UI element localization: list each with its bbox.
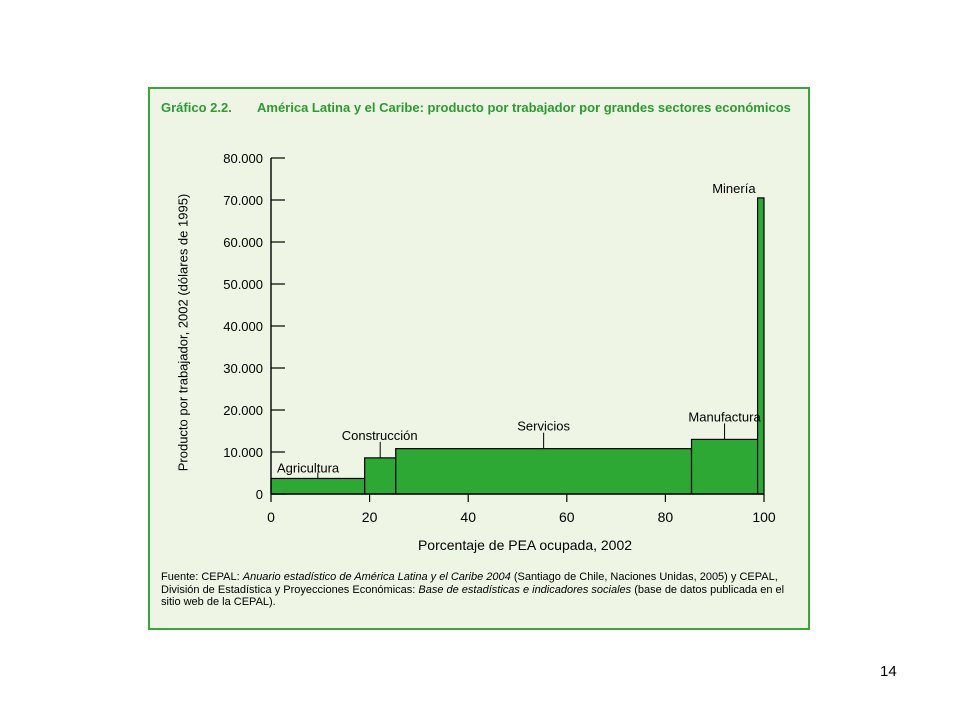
y-tick-label-3: 30.000 bbox=[223, 361, 263, 376]
bar-1 bbox=[364, 457, 397, 495]
source-text-1: Fuente: CEPAL: bbox=[161, 571, 243, 583]
source-publication-2: Base de estadísticas e indicadores socia… bbox=[418, 583, 632, 596]
y-tick-label-2: 20.000 bbox=[223, 403, 263, 418]
source-text-3: (base de datos publicada en el sitio web… bbox=[161, 583, 785, 609]
bar-4 bbox=[756, 197, 765, 495]
y-tick-label-7: 70.000 bbox=[223, 193, 263, 208]
sector-label-2: Servicios bbox=[517, 419, 570, 434]
x-axis-label: Porcentaje de PEA ocupada, 2002 bbox=[417, 537, 633, 553]
y-tick-label-4: 40.000 bbox=[223, 319, 263, 334]
bar-2 bbox=[395, 448, 693, 495]
y-tick-label-5: 50.000 bbox=[223, 277, 263, 292]
x-tick-label-1: 20 bbox=[362, 509, 378, 525]
bar-3 bbox=[690, 438, 759, 495]
sector-label-3: Manufactura bbox=[688, 409, 761, 424]
y-tick-label-8: 80.000 bbox=[223, 151, 263, 166]
x-tick-label-0: 0 bbox=[267, 509, 275, 525]
figure-number: Gráfico 2.2. bbox=[161, 100, 232, 115]
x-tick-label-2: 40 bbox=[460, 509, 476, 525]
source-text-2: (Santiago de Chile, Naciones Unidas, 200… bbox=[161, 571, 778, 596]
source-publication-1: Anuario estadístico de América Latina y … bbox=[242, 571, 511, 583]
source-note: Fuente: CEPAL: Anuario estadístico de Am… bbox=[161, 571, 801, 609]
sector-label-0: Agricultura bbox=[277, 460, 340, 475]
bar-0 bbox=[270, 477, 366, 495]
figure-title: América Latina y el Caribe: producto por… bbox=[257, 100, 791, 115]
x-tick-label-4: 80 bbox=[658, 509, 674, 525]
x-tick-label-3: 60 bbox=[559, 509, 575, 525]
figure-frame bbox=[148, 87, 810, 630]
x-tick-label-5: 100 bbox=[752, 509, 776, 525]
y-tick-label-0: 0 bbox=[256, 487, 263, 502]
sector-label-1: Construcción bbox=[342, 428, 418, 443]
y-tick-label-6: 60.000 bbox=[223, 235, 263, 250]
page-number: 14 bbox=[880, 663, 897, 680]
y-tick-label-1: 10.000 bbox=[223, 445, 263, 460]
sector-label-4: Minería bbox=[712, 181, 756, 196]
